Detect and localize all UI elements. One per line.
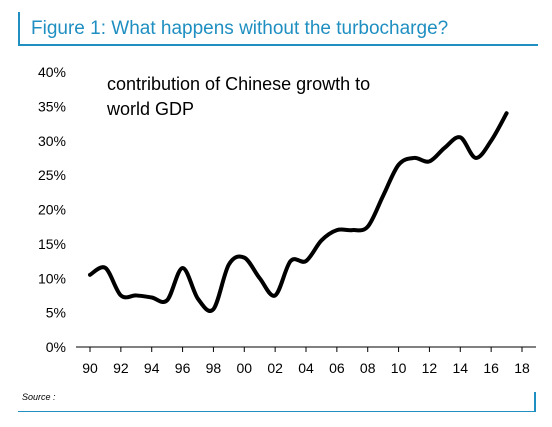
figure-title: Figure 1: What happens without the turbo… (31, 18, 449, 39)
x-tick-label: 04 (298, 360, 314, 376)
x-tick-label: 00 (236, 360, 252, 376)
y-tick-label: 0% (46, 339, 66, 355)
x-tick-label: 14 (452, 360, 468, 376)
x-tick-label: 90 (82, 360, 98, 376)
y-tick-label: 20% (38, 202, 66, 218)
annotation-line: contribution of Chinese growth to (107, 74, 370, 94)
series-line (88, 111, 509, 313)
y-tick-label: 15% (38, 236, 66, 252)
x-tick-label: 12 (422, 360, 438, 376)
y-tick-label: 25% (38, 167, 66, 183)
plot-area (88, 111, 509, 313)
x-tick-label: 18 (514, 360, 530, 376)
y-tick-label: 10% (38, 270, 66, 286)
source-label: Source : (22, 392, 56, 402)
y-tick-label: 5% (46, 305, 66, 321)
annotation-line: world GDP (106, 99, 194, 119)
y-tick-label: 30% (38, 133, 66, 149)
y-tick-label: 40% (38, 64, 66, 80)
source-bar: Source : (18, 392, 536, 412)
figure-title-bar: Figure 1: What happens without the turbo… (18, 12, 538, 46)
x-tick-label: 92 (113, 360, 129, 376)
x-tick-label: 02 (267, 360, 283, 376)
x-axis: 90 92 94 96 98 00 02 04 06 08 10 12 14 16 18 (76, 346, 536, 376)
x-tick-label: 98 (206, 360, 222, 376)
x-tick-label: 08 (360, 360, 376, 376)
x-tick-label: 06 (329, 360, 345, 376)
x-tick-label: 10 (391, 360, 407, 376)
chart-annotation: contribution of Chinese growth to world G… (106, 74, 370, 119)
y-axis: 0% 5% 10% 15% 20% 25% 30% 35% 40% (38, 64, 66, 355)
x-tick-label: 94 (144, 360, 160, 376)
x-tick-label: 16 (483, 360, 499, 376)
y-tick-label: 35% (38, 98, 66, 114)
x-tick-label: 96 (175, 360, 191, 376)
